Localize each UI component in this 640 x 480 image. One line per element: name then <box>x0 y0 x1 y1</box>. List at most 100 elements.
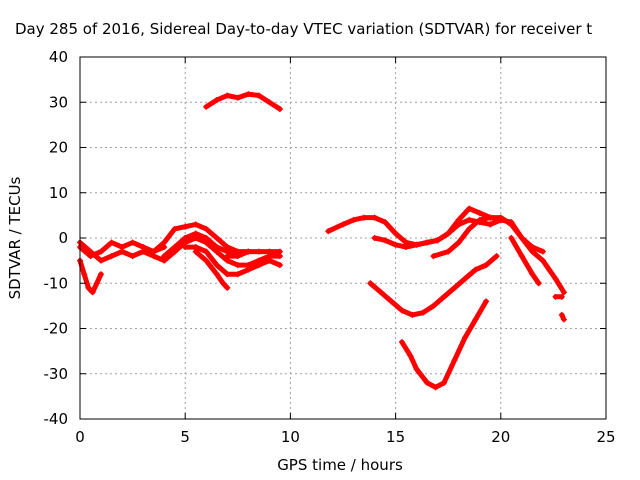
data-point-marker <box>150 248 157 255</box>
data-point-marker <box>445 248 452 255</box>
data-point-marker <box>203 239 210 246</box>
data-point-marker <box>472 266 479 273</box>
data-point-marker <box>224 92 231 99</box>
x-tick-label: 5 <box>180 428 190 446</box>
data-point-marker <box>424 379 431 386</box>
data-point-marker <box>529 248 536 255</box>
data-point-marker <box>245 248 252 255</box>
data-point-marker <box>192 235 199 241</box>
data-point-marker <box>483 262 490 269</box>
data-point-marker <box>192 248 199 255</box>
data-point-marker <box>129 253 136 260</box>
data-point-marker <box>398 339 405 346</box>
x-tick-label: 25 <box>596 428 615 446</box>
data-point-marker <box>462 275 469 282</box>
data-point-marker <box>213 235 220 241</box>
data-point-marker <box>203 257 210 264</box>
data-point-marker <box>398 307 405 314</box>
data-point-marker <box>413 241 420 248</box>
data-point-marker <box>266 257 273 264</box>
y-tick-label: -10 <box>44 274 69 292</box>
data-point-marker <box>108 253 115 260</box>
data-point-marker <box>535 280 542 287</box>
data-point-marker <box>234 271 241 278</box>
data-point-marker <box>552 293 559 300</box>
data-point-marker <box>382 237 389 244</box>
data-point-marker <box>440 379 447 386</box>
x-tick-label: 15 <box>386 428 405 446</box>
data-point-marker <box>98 257 105 264</box>
data-point-marker <box>119 248 126 255</box>
x-axis-label: GPS time / hours <box>277 456 403 474</box>
data-point-marker <box>558 311 565 318</box>
data-point-marker <box>108 239 115 246</box>
data-point-marker <box>552 275 559 282</box>
data-point-marker <box>476 216 483 223</box>
data-point-marker <box>171 225 178 232</box>
data-point-marker <box>245 266 252 273</box>
data-point-marker <box>377 289 384 296</box>
data-point-marker <box>367 280 374 287</box>
y-tick-label: 40 <box>49 48 68 66</box>
data-point-marker <box>508 219 515 226</box>
data-point-marker <box>451 284 458 291</box>
data-point-marker <box>483 298 490 305</box>
data-point-marker <box>413 366 420 373</box>
data-point-marker <box>276 262 283 269</box>
series-arc-5 <box>151 221 251 255</box>
data-point-marker <box>89 289 96 296</box>
data-point-marker <box>430 302 437 309</box>
data-point-marker <box>466 205 473 212</box>
x-tick-label: 20 <box>491 428 510 446</box>
data-point-marker <box>445 230 452 237</box>
data-point-marker <box>255 262 262 269</box>
y-tick-label: -30 <box>44 365 69 383</box>
data-point-marker <box>340 221 346 228</box>
data-point-marker <box>493 253 500 260</box>
data-point-marker <box>407 352 414 359</box>
data-point-marker <box>371 214 378 221</box>
data-point-marker <box>432 384 439 391</box>
y-tick-label: -20 <box>44 320 69 338</box>
x-tick-label: 0 <box>75 428 85 446</box>
data-point-marker <box>203 248 210 255</box>
data-point-marker <box>455 239 462 246</box>
data-point-marker <box>224 253 231 260</box>
data-point-marker <box>455 216 462 223</box>
data-point-marker <box>213 248 220 255</box>
data-point-marker <box>476 210 483 217</box>
data-point-marker <box>462 334 469 341</box>
data-point-marker <box>161 239 168 246</box>
data-point-marker <box>213 96 220 103</box>
data-point-marker <box>451 357 458 364</box>
data-point-marker <box>266 99 273 106</box>
data-point-marker <box>419 309 426 316</box>
data-point-marker <box>518 235 525 241</box>
data-point-marker <box>466 225 473 232</box>
grid-lines <box>80 57 606 419</box>
data-point-marker <box>403 244 410 251</box>
data-point-marker <box>224 271 231 278</box>
data-point-marker <box>472 316 479 323</box>
ticks: 0 5 10 15 20 25 -40 -30 -20 -10 0 10 20 30 40 <box>44 48 616 446</box>
data-point-marker <box>518 253 525 260</box>
data-point-marker <box>234 262 241 269</box>
series-arc-1 <box>203 91 283 112</box>
data-point-marker <box>558 293 565 300</box>
y-tick-label: 0 <box>58 229 68 247</box>
data-point-marker <box>87 248 94 255</box>
data-point-marker <box>560 316 567 323</box>
data-point-marker <box>182 223 189 230</box>
data-point-marker <box>434 237 441 244</box>
data-point-marker <box>171 248 178 255</box>
y-tick-label: -40 <box>44 410 69 428</box>
data-point-marker <box>325 228 332 235</box>
data-point-marker <box>213 271 220 278</box>
data-point-marker <box>266 248 273 255</box>
data-point-marker <box>388 298 395 305</box>
plot-frame <box>79 56 607 420</box>
data-point-marker <box>245 91 252 98</box>
data-point-marker <box>213 262 220 269</box>
data-point-marker <box>220 280 227 287</box>
data-point-marker <box>440 293 447 300</box>
